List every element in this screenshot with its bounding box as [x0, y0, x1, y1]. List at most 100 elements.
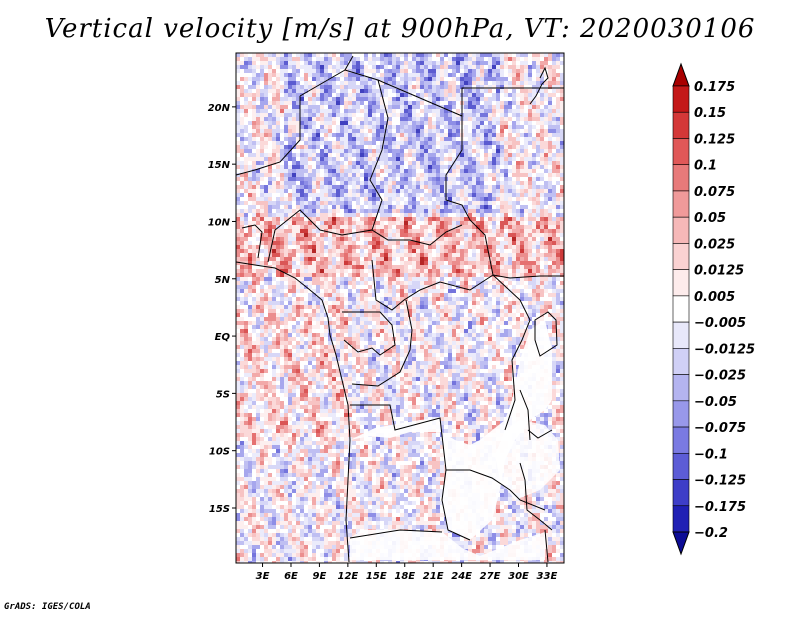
field-cell	[276, 229, 280, 233]
field-cell	[264, 197, 268, 201]
field-cell	[464, 93, 468, 97]
field-cell	[428, 109, 432, 113]
field-cell	[368, 261, 372, 265]
field-cell	[256, 81, 260, 85]
field-cell	[248, 137, 252, 141]
field-cell	[260, 149, 264, 153]
field-cell	[268, 133, 272, 137]
field-cell	[488, 77, 492, 81]
field-cell	[464, 221, 468, 225]
field-cell	[236, 189, 240, 193]
field-cell	[500, 269, 504, 273]
field-cell	[488, 117, 492, 121]
field-cell	[288, 213, 292, 217]
field-cell	[256, 161, 260, 165]
field-cell	[524, 137, 528, 141]
field-cell	[272, 273, 276, 277]
field-cell	[408, 57, 412, 61]
field-cell	[280, 209, 284, 213]
field-cell	[472, 217, 476, 221]
field-cell	[452, 177, 456, 181]
field-cell	[484, 105, 488, 109]
field-cell	[388, 245, 392, 249]
field-cell	[408, 85, 412, 89]
field-cell	[320, 69, 324, 73]
field-cell	[412, 61, 416, 65]
field-cell	[388, 205, 392, 209]
field-cell	[300, 277, 304, 281]
field-cell	[332, 105, 336, 109]
field-cell	[380, 61, 384, 65]
field-cell	[548, 89, 552, 93]
field-cell	[456, 209, 460, 213]
field-cell	[280, 241, 284, 245]
field-cell	[412, 145, 416, 149]
field-cell	[380, 53, 384, 57]
field-cell	[472, 121, 476, 125]
field-cell	[236, 209, 240, 213]
field-cell	[488, 101, 492, 105]
field-cell	[448, 245, 452, 249]
field-cell	[364, 181, 368, 185]
field-cell	[356, 93, 360, 97]
field-cell	[360, 257, 364, 261]
field-cell	[416, 201, 420, 205]
field-cell	[376, 73, 380, 77]
field-cell	[540, 121, 544, 125]
field-cell	[332, 181, 336, 185]
field-cell	[492, 117, 496, 121]
field-cell	[260, 285, 264, 289]
field-cell	[464, 257, 468, 261]
field-cell	[476, 289, 480, 293]
field-cell	[448, 177, 452, 181]
field-cell	[480, 77, 484, 81]
field-cell	[496, 69, 500, 73]
field-cell	[508, 225, 512, 229]
field-cell	[484, 269, 488, 273]
field-cell	[520, 69, 524, 73]
field-cell	[360, 65, 364, 69]
field-cell	[468, 81, 472, 85]
field-cell	[352, 265, 356, 269]
field-cell	[528, 169, 532, 173]
field-cell	[376, 81, 380, 85]
field-cell	[424, 117, 428, 121]
field-cell	[480, 233, 484, 237]
field-cell	[444, 221, 448, 225]
field-cell	[280, 165, 284, 169]
field-cell	[332, 177, 336, 181]
field-cell	[456, 281, 460, 285]
field-cell	[448, 237, 452, 241]
field-cell	[360, 145, 364, 149]
field-cell	[428, 209, 432, 213]
field-cell	[476, 245, 480, 249]
field-cell	[500, 53, 504, 57]
field-cell	[428, 81, 432, 85]
field-cell	[428, 145, 432, 149]
field-cell	[348, 245, 352, 249]
field-cell	[512, 253, 516, 257]
field-cell	[340, 277, 344, 281]
field-cell	[248, 197, 252, 201]
field-cell	[420, 117, 424, 121]
field-cell	[540, 185, 544, 189]
field-cell	[240, 217, 244, 221]
field-cell	[264, 173, 268, 177]
field-cell	[536, 189, 540, 193]
field-cell	[512, 221, 516, 225]
field-cell	[444, 157, 448, 161]
field-cell	[276, 249, 280, 253]
field-cell	[432, 169, 436, 173]
field-cell	[524, 221, 528, 225]
field-cell	[428, 133, 432, 137]
field-cell	[476, 201, 480, 205]
field-cell	[424, 145, 428, 149]
field-cell	[408, 177, 412, 181]
field-cell	[260, 157, 264, 161]
field-cell	[384, 149, 388, 153]
field-cell	[500, 101, 504, 105]
field-cell	[256, 225, 260, 229]
field-cell	[408, 149, 412, 153]
field-cell	[420, 169, 424, 173]
field-cell	[380, 57, 384, 61]
